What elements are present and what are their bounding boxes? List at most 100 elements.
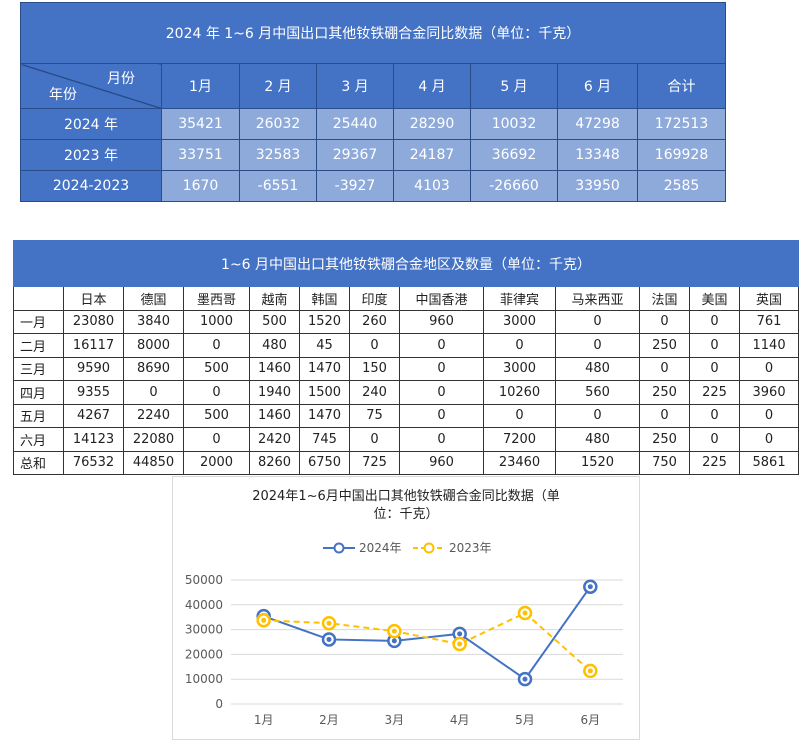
table2-cell: 8690: [123, 356, 184, 381]
table2-header-cell: 马来西亚: [555, 286, 640, 311]
x-tick-label: 2月: [319, 713, 339, 727]
region-export-table: 1~6 月中国出口其他钕铁硼合金地区及数量（单位：千克） 日本 德国 墨西哥 越南 韩国…: [12, 240, 800, 475]
table1-cell: 47298: [557, 108, 638, 140]
table2-header-cell: 韩国: [299, 286, 350, 311]
table2-cell: 8000: [123, 333, 184, 358]
table2-cell: 0: [399, 403, 484, 428]
table2-row-label: 二月: [13, 333, 64, 358]
table2-cell: 1470: [299, 356, 350, 381]
table1-cell: 25440: [316, 108, 394, 140]
data-point-center: [261, 617, 267, 623]
table1-header-cell: 3 月: [316, 63, 394, 109]
table1-row: 2024 年 35421 26032 25440 28290 10032 47298 1725…: [20, 108, 727, 140]
table1-cell: 33950: [557, 170, 638, 202]
table2-row: 总和 76532 44850 2000 8260 6750 725 960 23460 1520 7…: [13, 450, 800, 475]
table2-cell: 6750: [299, 450, 350, 475]
corner-year-label: 年份: [49, 87, 77, 103]
data-point-center: [522, 676, 528, 682]
table2-cell: 75: [349, 403, 400, 428]
table2-cell: 500: [183, 403, 250, 428]
table2-cell: 3960: [738, 380, 800, 405]
table2-cell: 0: [349, 427, 400, 452]
table2-cell: 3000: [483, 309, 556, 334]
table2-cell: 260: [349, 309, 400, 334]
table2-cell: 225: [689, 380, 740, 405]
table2-cell: 0: [738, 356, 800, 381]
table1-cell: -26660: [470, 170, 558, 202]
table1-header-cell: 4 月: [393, 63, 471, 109]
table1-row-label: 2024 年: [20, 108, 162, 140]
table1-header-cell: 5 月: [470, 63, 558, 109]
table2-header-cell: 法国: [639, 286, 690, 311]
table2-cell: 0: [399, 333, 484, 358]
table1-cell: -6551: [239, 170, 317, 202]
table1-cell: 13348: [557, 139, 638, 171]
table2-cell: 1000: [183, 309, 250, 334]
table2-header-cell: 美国: [689, 286, 740, 311]
table2-row-label: 总和: [13, 450, 64, 475]
table2-row: 三月 9590 8690 500 1460 1470 150 0 3000 480 0 0 0: [13, 356, 800, 381]
table2-row-label: 五月: [13, 403, 64, 428]
table1-cell: 28290: [393, 108, 471, 140]
table2-cell: 1520: [299, 309, 350, 334]
table2-header-row: 日本 德国 墨西哥 越南 韩国 印度 中国香港 菲律宾 马来西亚 法国 美国 英国: [13, 286, 800, 311]
table1-cell: 172513: [636, 108, 727, 140]
table2-cell: 8260: [249, 450, 300, 475]
table2-header-cell: 英国: [738, 286, 800, 311]
table2-cell: 7200: [483, 427, 556, 452]
data-point-center: [326, 636, 332, 642]
data-point-center: [326, 620, 332, 626]
table1-cell: 1670: [161, 170, 240, 202]
y-tick-label: 0: [215, 697, 223, 711]
table2-cell: 225: [689, 450, 740, 475]
table2-cell: 2420: [249, 427, 300, 452]
legend-marker: [333, 542, 345, 554]
y-tick-label: 50000: [185, 573, 223, 587]
table2-cell: 0: [639, 309, 690, 334]
table2-cell: 16117: [63, 333, 124, 358]
table2-cell: 0: [639, 356, 690, 381]
data-point-center: [391, 628, 397, 634]
table2-cell: 1500: [299, 380, 350, 405]
table2-cell: 0: [349, 333, 400, 358]
table2-cell: 14123: [63, 427, 124, 452]
table2-cell: 3000: [483, 356, 556, 381]
table2-cell: 22080: [123, 427, 184, 452]
table2-row-label: 四月: [13, 380, 64, 405]
data-point-center: [457, 631, 463, 637]
table2-cell: 0: [399, 380, 484, 405]
table1-cell: 26032: [239, 108, 317, 140]
table2-header-cell: 菲律宾: [483, 286, 556, 311]
table2-cell: 0: [689, 403, 740, 428]
line-chart: 2024年1~6月中国出口其他钕铁硼合金同比数据（单 位：千克） 2024年 2023…: [172, 476, 640, 740]
table2-cell: 0: [399, 356, 484, 381]
table2-row-label: 一月: [13, 309, 64, 334]
table2-cell: 0: [689, 427, 740, 452]
table2-header-cell: 日本: [63, 286, 124, 311]
table2-cell: 0: [555, 403, 640, 428]
table1-cell: 2585: [636, 170, 727, 202]
chart-title: 2024年1~6月中国出口其他钕铁硼合金同比数据（单: [252, 488, 560, 504]
table2-cell: 560: [555, 380, 640, 405]
table2-cell: 9355: [63, 380, 124, 405]
table2-cell: 745: [299, 427, 350, 452]
table2-cell: 1470: [299, 403, 350, 428]
series-line: [263, 586, 592, 681]
table1-header-cell: 6 月: [557, 63, 638, 109]
table2-cell: 480: [555, 427, 640, 452]
table2-cell: 0: [483, 333, 556, 358]
x-tick-label: 1月: [254, 713, 274, 727]
table1-corner-cell: 月份 年份: [20, 63, 162, 109]
table2-header-cell: 德国: [123, 286, 184, 311]
chart-title: 位：千克）: [373, 507, 438, 522]
table2-cell: 0: [738, 403, 800, 428]
table2-cell: 0: [639, 403, 690, 428]
table2-row: 四月 9355 0 0 1940 1500 240 0 10260 560 250 225 3960: [13, 380, 800, 405]
table2-cell: 0: [555, 309, 640, 334]
table2-cell: 10260: [483, 380, 556, 405]
table1-cell: 10032: [470, 108, 558, 140]
legend-label: 2023年: [449, 541, 492, 555]
table2-cell: 1460: [249, 403, 300, 428]
table1-cell: 29367: [316, 139, 394, 171]
table1-title: 2024 年 1~6 月中国出口其他钕铁硼合金同比数据（单位：千克）: [19, 2, 727, 64]
